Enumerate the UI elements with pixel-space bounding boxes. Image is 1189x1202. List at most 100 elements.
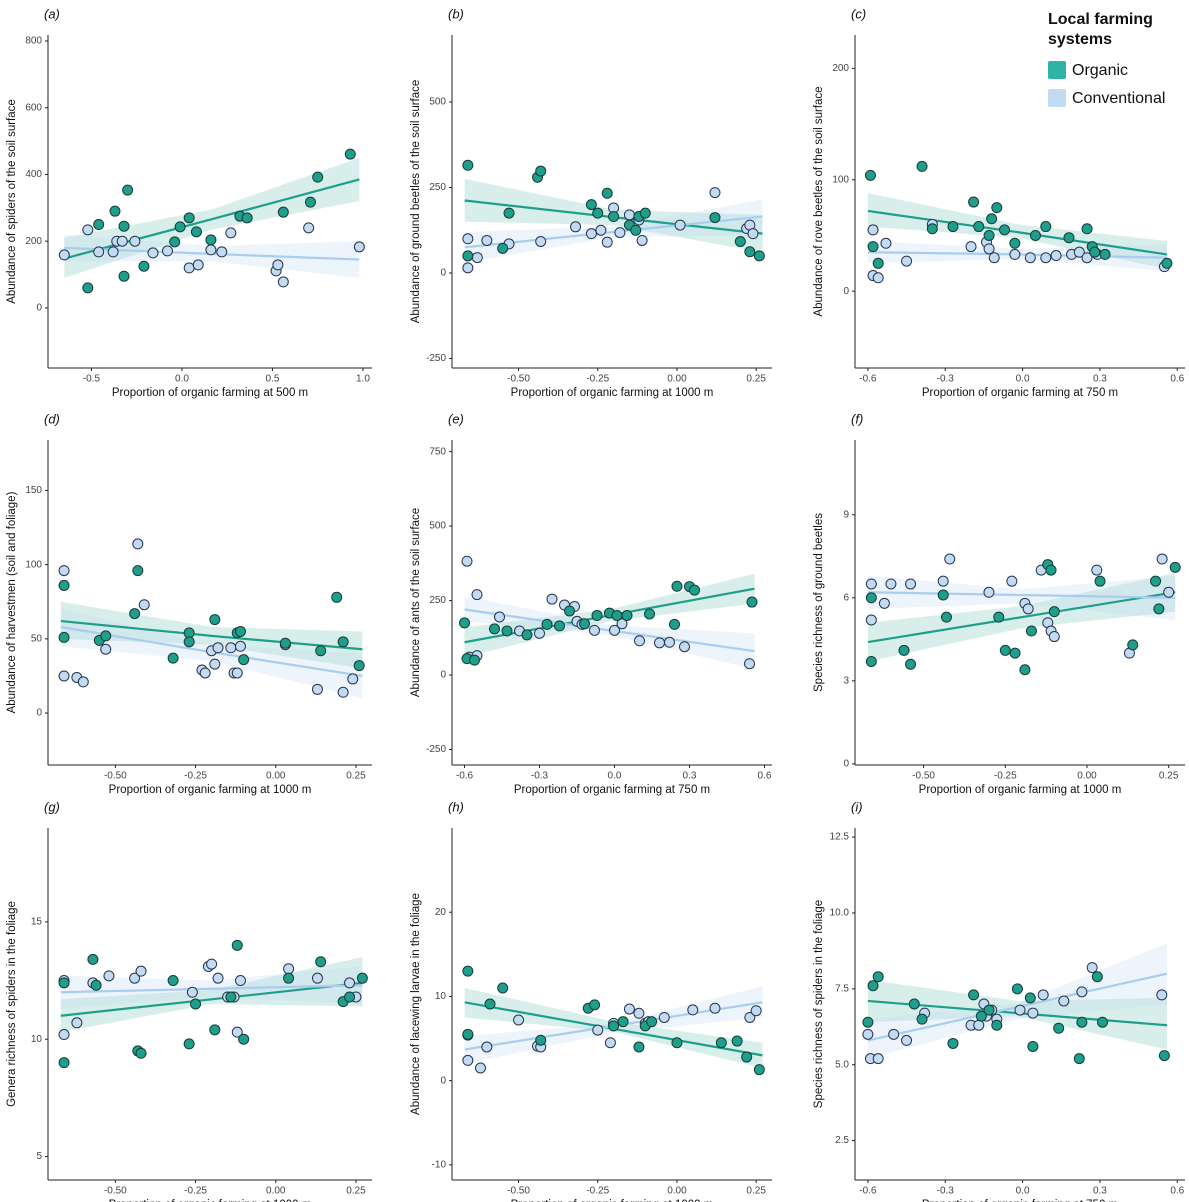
point bbox=[353, 660, 365, 672]
point bbox=[872, 272, 884, 284]
y-axis-label: Abundance of spiders of the soil surface bbox=[6, 99, 18, 304]
point bbox=[975, 1010, 987, 1022]
point bbox=[489, 623, 500, 635]
point bbox=[709, 187, 721, 199]
point bbox=[901, 255, 913, 267]
point bbox=[138, 260, 150, 272]
point bbox=[347, 673, 359, 685]
point bbox=[109, 205, 121, 217]
x-axis-label: Proportion of organic farming at 1000 m bbox=[511, 1199, 714, 1202]
y-tick-label: 3 bbox=[843, 675, 849, 686]
point bbox=[999, 644, 1011, 656]
point bbox=[481, 1041, 493, 1053]
point bbox=[87, 953, 99, 965]
point bbox=[1009, 237, 1021, 249]
panel-label: (d) bbox=[44, 411, 60, 426]
x-axis-label: Proportion of organic farming at 500 m bbox=[112, 387, 308, 399]
y-tick-label: 0 bbox=[36, 708, 42, 719]
x-tick-label: 0.25 bbox=[746, 374, 766, 385]
point bbox=[272, 259, 284, 271]
y-tick-label: 7.5 bbox=[835, 983, 849, 994]
point bbox=[609, 624, 620, 636]
point bbox=[231, 939, 243, 951]
point bbox=[344, 977, 356, 989]
y-tick-label: 0 bbox=[36, 303, 42, 314]
fit-line bbox=[60, 984, 363, 994]
point bbox=[937, 589, 949, 601]
point bbox=[225, 991, 237, 1003]
point bbox=[116, 235, 128, 247]
x-tick-label: -0.25 bbox=[586, 374, 609, 385]
point bbox=[469, 654, 480, 666]
point bbox=[630, 224, 642, 236]
x-tick-label: 0.5 bbox=[265, 374, 279, 385]
point bbox=[554, 620, 565, 632]
y-tick-label: 800 bbox=[25, 36, 42, 47]
x-tick-label: 1.0 bbox=[356, 374, 370, 385]
x-axis-label: Proportion of organic farming at 1000 m bbox=[511, 387, 714, 399]
x-tick-label: 0.6 bbox=[1170, 374, 1184, 385]
point bbox=[462, 262, 474, 274]
point bbox=[865, 592, 877, 604]
point bbox=[462, 250, 474, 262]
point bbox=[535, 236, 547, 248]
x-tick-label: -0.5 bbox=[83, 374, 101, 385]
point bbox=[71, 1017, 83, 1029]
point bbox=[169, 236, 181, 248]
point bbox=[592, 207, 604, 219]
point bbox=[585, 228, 597, 240]
legend-label: Conventional bbox=[1072, 90, 1165, 107]
point bbox=[58, 631, 70, 643]
point bbox=[1011, 983, 1023, 995]
x-axis-label: Proportion of organic farming at 750 m bbox=[922, 387, 1118, 399]
point bbox=[206, 958, 218, 970]
point bbox=[82, 282, 94, 294]
x-tick-label: 0.00 bbox=[1077, 771, 1097, 782]
point bbox=[968, 196, 980, 208]
point bbox=[1009, 248, 1021, 260]
point bbox=[353, 241, 365, 253]
point bbox=[462, 1054, 474, 1066]
point bbox=[225, 642, 237, 654]
confidence-band bbox=[867, 943, 1167, 1059]
point bbox=[658, 1011, 670, 1023]
y-tick-label: 9 bbox=[843, 509, 849, 520]
point bbox=[937, 575, 949, 587]
point bbox=[608, 211, 620, 223]
point bbox=[968, 989, 980, 1001]
y-tick-label: 20 bbox=[435, 907, 447, 918]
point bbox=[601, 236, 613, 248]
y-tick-label: -10 bbox=[432, 1159, 447, 1170]
point bbox=[901, 1034, 913, 1046]
point bbox=[546, 593, 558, 605]
point bbox=[991, 1019, 1003, 1031]
point bbox=[205, 234, 217, 246]
point bbox=[589, 999, 601, 1011]
point bbox=[209, 1024, 221, 1036]
point bbox=[534, 627, 545, 639]
point bbox=[129, 972, 141, 984]
point bbox=[58, 977, 70, 989]
point bbox=[183, 262, 195, 274]
panel-label: (c) bbox=[851, 6, 866, 21]
point bbox=[90, 979, 102, 991]
point bbox=[541, 618, 553, 630]
point bbox=[161, 245, 173, 257]
x-tick-label: -0.50 bbox=[104, 771, 127, 782]
point bbox=[1127, 639, 1139, 651]
point bbox=[205, 244, 217, 256]
point bbox=[983, 586, 995, 598]
point bbox=[1029, 229, 1041, 241]
point bbox=[199, 667, 211, 679]
point bbox=[93, 219, 105, 231]
point bbox=[1040, 221, 1052, 233]
point bbox=[1024, 252, 1036, 264]
point bbox=[1058, 995, 1070, 1007]
point bbox=[908, 998, 920, 1010]
x-tick-label: 0.3 bbox=[1093, 1186, 1107, 1197]
point bbox=[311, 683, 323, 695]
x-axis-label: Proportion of organic farming at 750 m bbox=[922, 1199, 1118, 1202]
point bbox=[462, 965, 474, 977]
point bbox=[238, 654, 250, 666]
